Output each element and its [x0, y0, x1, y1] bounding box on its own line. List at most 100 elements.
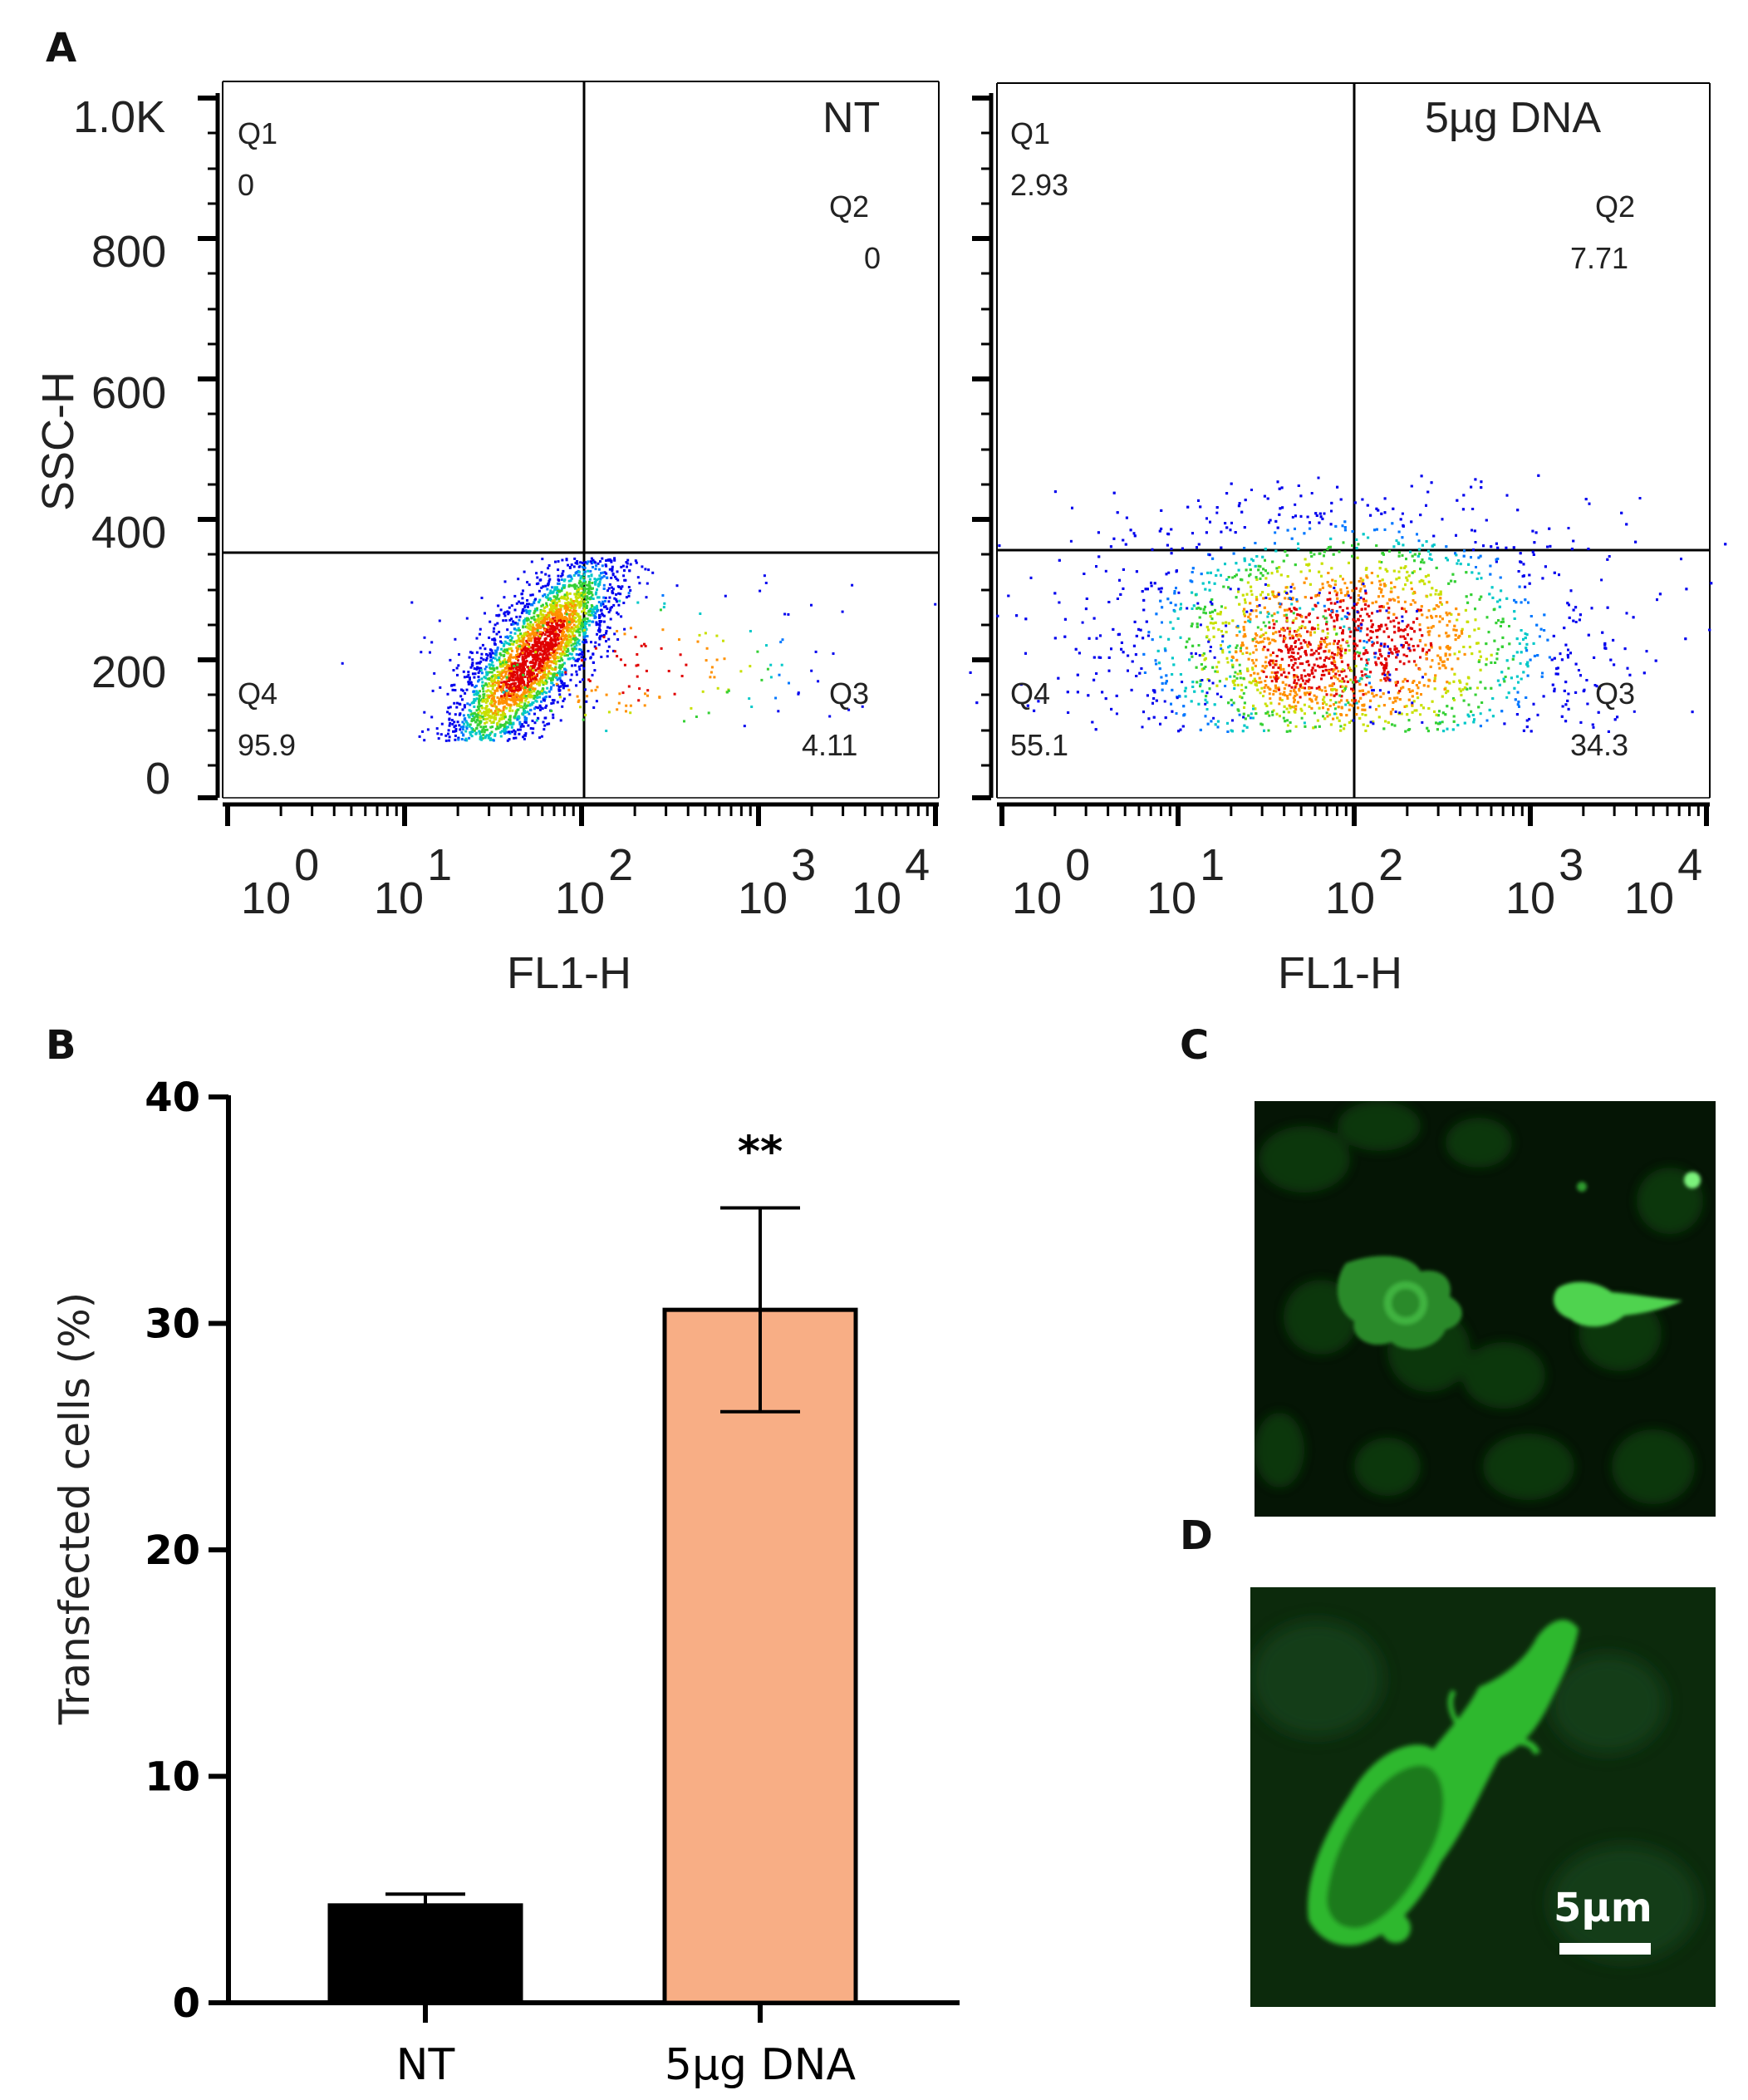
event-dot: [473, 693, 476, 696]
event-dot: [495, 666, 498, 670]
event-dot: [543, 616, 546, 619]
event-dot: [418, 735, 421, 738]
event-dot: [579, 561, 582, 564]
event-dot: [491, 725, 494, 729]
event-dot: [589, 607, 592, 611]
event-dot: [1353, 627, 1357, 630]
event-dot: [493, 695, 496, 698]
event-dot: [516, 708, 519, 711]
event-dot: [484, 658, 488, 661]
event-dot: [490, 715, 493, 718]
event-dot: [482, 698, 484, 701]
event-dot: [500, 695, 503, 698]
event-dot: [481, 706, 484, 710]
event-dot: [550, 679, 552, 681]
event-dot: [546, 722, 549, 725]
event-dot: [568, 566, 572, 569]
event-dot: [461, 708, 464, 711]
event-dot: [474, 686, 477, 689]
event-dot: [577, 582, 581, 585]
event-dot: [572, 627, 576, 630]
event-dot: [484, 647, 487, 651]
event-dot: [549, 618, 552, 622]
event-dot: [596, 686, 599, 689]
event-dot: [489, 739, 492, 741]
event-dot: [508, 666, 511, 670]
event-dot: [622, 574, 626, 578]
event-dot: [512, 679, 515, 682]
event-dot: [454, 730, 458, 733]
event-dot: [496, 725, 499, 728]
event-dot: [556, 586, 558, 589]
event-dot: [532, 647, 535, 651]
event-dot: [563, 616, 567, 618]
event-dot: [535, 654, 538, 657]
event-dot: [542, 632, 544, 635]
event-dot: [523, 649, 527, 652]
event-dot: [477, 711, 480, 715]
event-dot: [562, 595, 566, 598]
event-dot: [585, 598, 588, 602]
event-dot: [521, 597, 524, 600]
event-dot: [585, 622, 588, 625]
event-dot: [557, 582, 561, 585]
event-dot: [602, 583, 606, 587]
event-dot: [569, 598, 572, 601]
event-dot: [1081, 621, 1084, 624]
event-dot: [468, 716, 471, 719]
event-dot: [595, 604, 598, 607]
event-dot: [584, 612, 587, 615]
event-dot: [493, 657, 497, 660]
event-dot: [511, 709, 514, 712]
flow-plot-nt-x-axis: [223, 802, 939, 826]
event-dot: [559, 645, 562, 648]
event-dot: [594, 688, 597, 691]
event-dot: [612, 603, 616, 607]
event-dot: [463, 676, 466, 679]
event-dot: [547, 648, 551, 652]
event-dot: [519, 680, 523, 683]
event-dot: [1338, 674, 1341, 677]
event-dot: [559, 685, 562, 688]
event-dot: [522, 735, 525, 739]
event-dot: [519, 664, 523, 667]
event-dot: [615, 578, 618, 580]
event-dot: [516, 675, 519, 678]
event-dot: [556, 593, 559, 597]
event-dot: [478, 702, 481, 706]
event-dot: [531, 629, 534, 632]
event-dot: [576, 560, 579, 563]
event-dot: [704, 632, 707, 635]
event-dot: [470, 652, 474, 655]
event-dot: [570, 626, 573, 629]
event-dot: [498, 697, 501, 701]
event-dot: [566, 620, 568, 623]
event-dot: [548, 652, 552, 655]
event-dot: [644, 692, 646, 696]
event-dot: [516, 650, 518, 653]
event-dot: [1209, 622, 1212, 625]
event-dot: [592, 560, 596, 563]
event-dot: [537, 716, 539, 720]
event-dot: [467, 714, 470, 716]
event-dot: [556, 624, 559, 627]
event-dot: [516, 639, 519, 642]
event-dot: [481, 684, 484, 687]
event-dot: [492, 685, 494, 688]
event-dot: [592, 613, 595, 617]
event-dot: [509, 684, 512, 686]
event-dot: [565, 644, 568, 647]
event-dot: [587, 650, 590, 652]
event-dot: [546, 666, 549, 670]
event-dot: [530, 683, 533, 686]
event-dot: [525, 660, 528, 662]
event-dot: [543, 664, 546, 667]
event-dot: [541, 656, 544, 659]
event-dot: [479, 725, 483, 729]
event-dot: [625, 710, 627, 713]
event-dot: [1069, 539, 1073, 543]
event-dot: [492, 664, 495, 667]
event-dot: [494, 727, 498, 730]
event-dot: [502, 711, 504, 715]
event-dot: [553, 644, 557, 647]
